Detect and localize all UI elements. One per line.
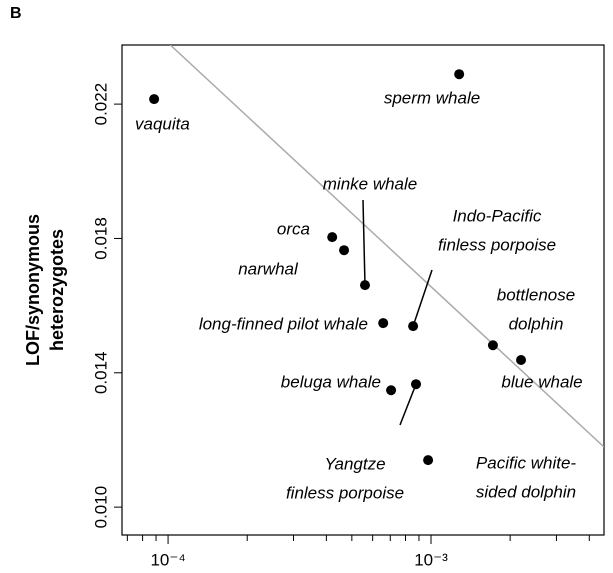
x-tick-label: 10⁻³: [414, 550, 448, 569]
point-label: finless porpoise: [438, 235, 556, 254]
point-label: sided dolphin: [476, 482, 576, 501]
point: [386, 385, 397, 396]
point: [423, 455, 434, 466]
point: [411, 379, 422, 390]
point-label: finless porpoise: [286, 483, 404, 502]
leader-line: [362, 199, 366, 286]
point: [149, 94, 160, 105]
point-label: Pacific white-: [476, 453, 576, 472]
point: [454, 69, 465, 80]
point-label: beluga whale: [281, 372, 381, 391]
y-axis-label: LOF/synonymous heterozygotes: [23, 214, 67, 366]
leader-line: [412, 269, 433, 327]
panel-label: B: [10, 5, 22, 22]
trend-line: [169, 45, 604, 448]
point-label: vaquita: [135, 114, 190, 133]
leader-line: [399, 383, 417, 426]
point-label: blue whale: [501, 372, 582, 391]
point: [408, 321, 419, 332]
point-label: orca: [277, 219, 310, 238]
point: [339, 245, 350, 256]
point: [487, 340, 498, 351]
point: [327, 232, 338, 243]
point-label: minke whale: [323, 174, 418, 193]
y-tick-label: 0.022: [91, 83, 110, 126]
plot-frame: [121, 44, 605, 536]
point-label: Indo-Pacific: [453, 206, 542, 225]
point-label: dolphin: [509, 314, 564, 333]
y-label-line: heterozygotes: [47, 229, 67, 351]
point-label: narwhal: [238, 259, 299, 278]
point: [378, 318, 389, 329]
y-tick-label: 0.010: [91, 486, 110, 529]
point: [516, 355, 527, 366]
point-label: long-finned pilot whale: [199, 314, 368, 333]
point-label: Yangtze: [324, 454, 385, 473]
point-label: bottlenose: [497, 285, 575, 304]
x-tick-label: 10⁻⁴: [150, 550, 185, 569]
point: [359, 280, 370, 291]
y-label-line: LOF/synonymous: [23, 214, 43, 366]
y-tick-label: 0.018: [91, 217, 110, 260]
y-tick-label: 0.014: [91, 352, 110, 395]
point-label: sperm whale: [384, 88, 480, 107]
